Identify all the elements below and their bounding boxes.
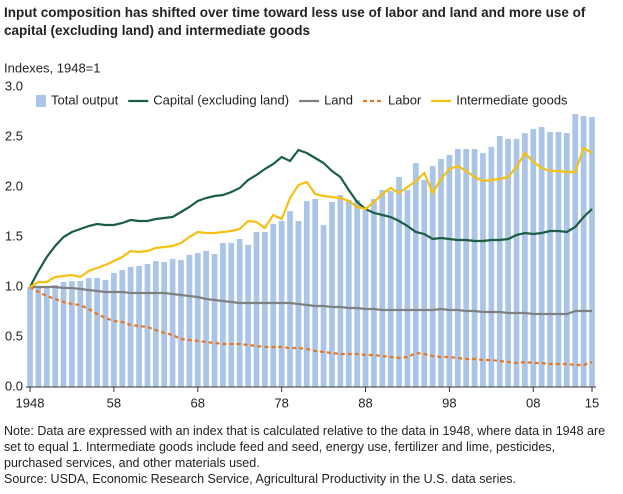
legend-label: Labor: [388, 92, 422, 107]
x-tick-label: 15: [585, 395, 599, 410]
line-series: [29, 148, 593, 288]
note: Note: Data are expressed with an index t…: [4, 424, 606, 470]
legend-swatch: [36, 95, 46, 107]
bar: [555, 132, 562, 387]
y-tick-label: 2.5: [5, 128, 23, 143]
bar: [547, 132, 553, 387]
bar: [52, 285, 59, 387]
bar: [412, 163, 419, 387]
bar: [77, 281, 84, 387]
bar: [85, 278, 92, 387]
bar: [538, 127, 545, 387]
y-axis-label: Indexes, 1948=1: [4, 60, 101, 75]
legend-label: Total output: [51, 92, 119, 107]
bar: [262, 232, 268, 387]
bar: [178, 260, 184, 387]
source: Source: USDA, Economic Research Service,…: [4, 472, 517, 486]
bar: [563, 133, 570, 387]
bar: [396, 177, 402, 387]
bar: [287, 211, 293, 387]
bar: [220, 243, 226, 387]
bar: [203, 251, 210, 387]
legend-label: Capital (excluding land): [153, 92, 289, 107]
bar: [43, 288, 50, 387]
bar: [303, 201, 310, 387]
y-tick-label: 3.0: [5, 78, 23, 93]
bar: [236, 239, 243, 387]
bar: [379, 190, 386, 387]
bar: [102, 280, 109, 387]
bar: [488, 147, 495, 387]
bar: [480, 153, 486, 387]
y-tick-label: 0.0: [5, 378, 23, 393]
bar: [522, 133, 528, 387]
bar: [329, 202, 335, 387]
bar: [580, 116, 587, 387]
bar: [94, 278, 100, 387]
y-tick-label: 1.5: [5, 228, 23, 243]
bar: [371, 199, 377, 387]
x-tick-label: 1948: [16, 395, 45, 410]
x-tick-label: 68: [191, 395, 205, 410]
bar: [27, 287, 33, 387]
bar: [312, 199, 319, 387]
y-tick-label: 2.0: [5, 178, 23, 193]
bar: [421, 180, 428, 387]
y-tick-label: 1.0: [5, 278, 23, 293]
bar: [337, 195, 344, 387]
bar: [429, 166, 436, 387]
line-series: [29, 146, 593, 288]
bar: [446, 155, 453, 387]
bar: [228, 243, 235, 387]
bar: [387, 191, 394, 387]
bar: [253, 232, 260, 387]
notes: Note: Data are expressed with an index t…: [4, 423, 616, 487]
x-tick-label: 98: [442, 395, 456, 410]
bar: [211, 254, 218, 387]
x-tick-label: 88: [358, 395, 372, 410]
bar: [496, 136, 503, 387]
legend-label: Land: [324, 92, 353, 107]
bar: [454, 149, 461, 387]
bar: [345, 200, 352, 387]
bar: [438, 159, 444, 387]
bar: [152, 261, 159, 387]
x-tick-label: 58: [107, 395, 121, 410]
chart: Indexes, 1948=1 0.0 0.5 1.0 1.5 2.0 2.5 3.0 194…: [4, 60, 599, 410]
bar: [161, 262, 168, 387]
bar: [530, 129, 537, 387]
x-tick-label: 78: [274, 395, 288, 410]
bar: [270, 224, 277, 387]
bar: [463, 149, 470, 387]
bar: [505, 139, 511, 387]
bar: [513, 139, 520, 387]
bar: [589, 117, 595, 387]
y-tick-label: 0.5: [5, 328, 23, 343]
bar: [404, 190, 411, 387]
bar: [119, 270, 126, 387]
line-series: [30, 285, 592, 316]
bar: [186, 255, 193, 387]
bar: [245, 245, 251, 387]
bar: [194, 253, 201, 387]
bar: [127, 267, 134, 387]
bar: [69, 281, 75, 387]
chart-title: Input composition has shifted over time …: [4, 5, 586, 38]
bar: [169, 259, 176, 387]
bar: [362, 210, 369, 387]
bar: [35, 287, 42, 387]
bar: [60, 282, 67, 387]
x-tick-label: 08: [526, 395, 540, 410]
bar: [136, 266, 142, 387]
line-series: [29, 286, 593, 367]
bar: [572, 114, 579, 387]
bar: [111, 273, 117, 387]
legend-label: Intermediate goods: [456, 92, 568, 107]
bar: [144, 264, 151, 387]
bar: [354, 200, 360, 387]
bar: [471, 149, 478, 387]
